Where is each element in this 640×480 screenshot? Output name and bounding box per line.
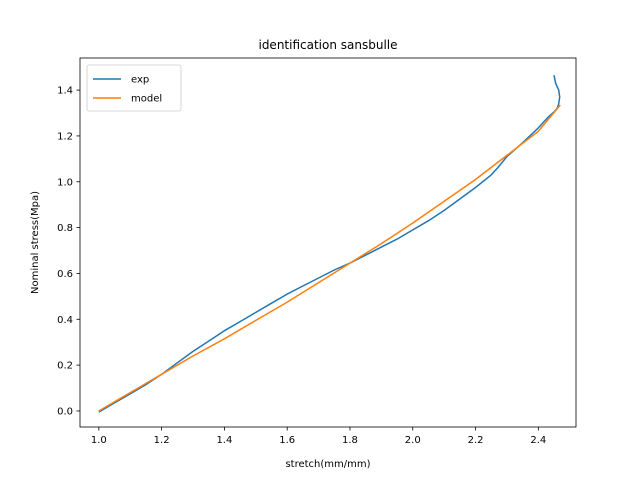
y-tick-label: 1.0 xyxy=(57,177,73,188)
x-tick-label: 1.6 xyxy=(279,435,295,446)
y-axis: 0.0 0.2 0.4 0.6 0.8 1.0 1.2 1.4 xyxy=(57,86,80,417)
x-tick-label: 1.8 xyxy=(342,435,358,446)
x-tick-label: 2.0 xyxy=(405,435,421,446)
y-tick-label: 0.8 xyxy=(57,223,73,234)
legend-label: exp xyxy=(131,75,149,86)
y-tick-label: 0.4 xyxy=(57,315,73,326)
x-axis: 1.0 1.2 1.4 1.6 1.8 2.0 2.2 2.4 xyxy=(91,427,546,446)
legend-label: model xyxy=(131,94,162,105)
y-tick-label: 0.2 xyxy=(57,361,73,372)
y-axis-label: Nominal stress(Mpa) xyxy=(30,191,41,294)
plot-frame xyxy=(79,57,577,428)
y-tick-label: 1.4 xyxy=(57,86,73,97)
y-tick-label: 0.0 xyxy=(57,406,73,417)
chart-title: identification sansbulle xyxy=(258,38,397,52)
series-line-exp xyxy=(98,75,561,413)
x-tick-label: 2.4 xyxy=(530,435,546,446)
x-axis-label: stretch(mm/mm) xyxy=(285,459,370,470)
y-tick-label: 0.6 xyxy=(57,269,73,280)
plot-lines xyxy=(98,75,561,413)
x-tick-label: 1.4 xyxy=(216,435,232,446)
legend-box xyxy=(86,64,182,112)
x-tick-label: 1.2 xyxy=(154,435,170,446)
series-line-model xyxy=(98,104,561,412)
x-tick-label: 2.2 xyxy=(468,435,484,446)
legend: exp model xyxy=(86,64,182,112)
x-tick-label: 1.0 xyxy=(91,435,107,446)
y-tick-label: 1.2 xyxy=(57,131,73,142)
